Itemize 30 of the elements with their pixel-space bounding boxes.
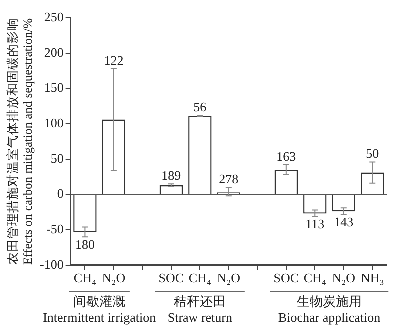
y-tick-label: 100 (44, 115, 64, 130)
x-tick-label: NH₃ (360, 270, 384, 286)
annotation: 143 (334, 214, 354, 230)
annotation: 113 (306, 216, 325, 232)
y-tick-label: 50 (50, 150, 64, 166)
x-tick-label: CH₄ (188, 270, 212, 286)
y-tick-label: -50 (46, 221, 64, 236)
y-tick-label: -100 (40, 256, 64, 272)
annotation: 122 (104, 52, 124, 68)
y-tick-label: 150 (44, 80, 64, 96)
x-tick-label: N₂O (217, 270, 241, 286)
annotation: 163 (276, 148, 296, 164)
y-axis-title: 农田管理措施对温室气体排放和固碳的影响 Effects on carbon mitigation and sequestration/% (4, 18, 35, 266)
x-tick-label: SOC (274, 270, 300, 286)
x-tick-label: SOC (158, 270, 184, 286)
y-tick-label: 0 (57, 186, 64, 202)
x-tick-label: CH₄ (74, 270, 97, 286)
annotation: 180 (75, 237, 95, 252)
x-tick-label: CH₄ (304, 270, 327, 286)
text: 秸秆还田 Straw return (168, 294, 233, 325)
x-tick-label: N₂O (332, 270, 356, 286)
y-tick-label: 250 (44, 9, 64, 24)
annotation: 278 (219, 172, 239, 187)
annotation: 50 (366, 146, 380, 162)
y-tick-label: 200 (44, 44, 64, 60)
text: 生物炭施用 Biochar application (278, 294, 382, 325)
text: 间歇灌溉 Intermittent irrigation (43, 294, 157, 325)
x-tick-label: N₂O (102, 270, 126, 286)
annotation: 189 (162, 168, 182, 184)
annotation: 56 (194, 99, 208, 114)
